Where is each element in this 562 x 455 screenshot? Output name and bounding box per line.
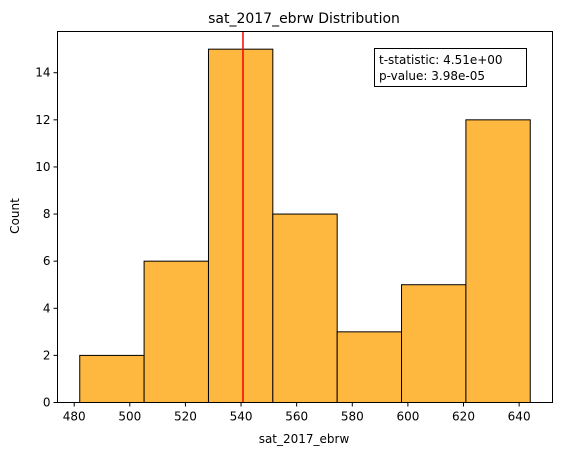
x-tick-label: 580 xyxy=(341,410,364,424)
y-tick-label: 14 xyxy=(35,66,50,80)
chart-title: sat_2017_ebrw Distribution xyxy=(208,11,400,27)
y-tick-label: 2 xyxy=(43,348,51,362)
histogram-bar-6 xyxy=(401,284,467,404)
x-tick-label: 480 xyxy=(63,410,86,424)
y-tick-label: 4 xyxy=(43,301,51,315)
y-tick-label: 12 xyxy=(35,113,50,127)
x-tick-label: 600 xyxy=(396,410,419,424)
annotation-line-tstat: t-statistic: 4.51e+00 xyxy=(379,53,503,67)
histogram-bar-5 xyxy=(336,331,403,404)
histogram-bar-3 xyxy=(207,48,274,404)
bars-group xyxy=(79,48,531,404)
y-axis-label: Count xyxy=(8,198,22,234)
y-tick-label: 0 xyxy=(43,396,51,410)
histogram-bar-2 xyxy=(143,260,209,403)
y-tick-label: 8 xyxy=(43,207,51,221)
annotation-box xyxy=(374,48,527,87)
y-axis-ticks: 0 2 4 6 8 10 12 14 xyxy=(35,66,58,410)
x-tick-label: 640 xyxy=(508,410,531,424)
x-tick-label: 540 xyxy=(230,410,253,424)
y-tick-label: 6 xyxy=(43,254,51,268)
plot-frame xyxy=(57,31,553,403)
histogram-bar-7 xyxy=(465,119,531,403)
annotation-line-pvalue: p-value: 3.98e-05 xyxy=(379,69,485,83)
x-tick-label: 520 xyxy=(174,410,197,424)
stats-annotation: t-statistic: 4.51e+00 p-value: 3.98e-05 xyxy=(374,48,527,87)
x-axis-ticks: 480 500 520 540 560 580 600 620 640 xyxy=(63,402,531,424)
histogram-bar-4 xyxy=(272,213,338,403)
y-tick-label: 10 xyxy=(35,160,50,174)
x-tick-label: 560 xyxy=(285,410,308,424)
x-axis-label: sat_2017_ebrw xyxy=(259,432,350,446)
x-tick-label: 620 xyxy=(452,410,475,424)
histogram-bar-1 xyxy=(79,354,145,403)
x-tick-label: 500 xyxy=(118,410,141,424)
